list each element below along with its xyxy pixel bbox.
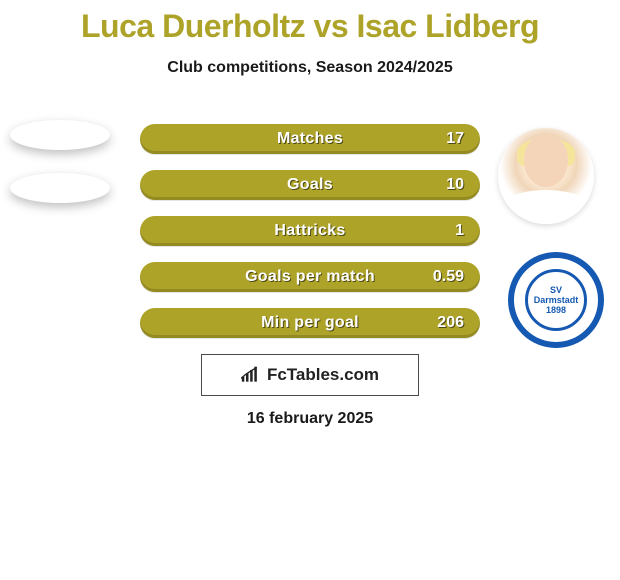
stat-label: Goals per match: [140, 268, 480, 286]
avatar-shirt: [498, 190, 594, 224]
page-title: Luca Duerholtz vs Isac Lidberg: [0, 8, 620, 45]
player-right-avatar: [498, 128, 594, 224]
stat-bar: Matches 17: [140, 124, 480, 154]
stat-label: Hattricks: [140, 222, 480, 240]
stat-value: 1: [455, 222, 464, 240]
stat-value: 17: [446, 130, 464, 148]
bar-chart-icon: [241, 366, 261, 384]
stat-value: 206: [437, 314, 464, 332]
stat-label: Min per goal: [140, 314, 480, 332]
player-left-avatar-placeholder-1: [10, 120, 110, 150]
stat-bar: Min per goal 206: [140, 308, 480, 338]
player-left-avatar-placeholder-2: [10, 173, 110, 203]
stat-bar: Goals 10: [140, 170, 480, 200]
footer-date: 16 february 2025: [0, 410, 620, 428]
club-badge-inner: SV Darmstadt 1898: [525, 269, 587, 331]
avatar-face: [524, 135, 568, 187]
page-subtitle: Club competitions, Season 2024/2025: [0, 59, 620, 77]
brand-text: FcTables.com: [267, 365, 379, 385]
stat-label: Matches: [140, 130, 480, 148]
brand-box: FcTables.com: [201, 354, 419, 396]
stats-bar-list: Matches 17 Goals 10 Hattricks 1 Goals pe…: [140, 124, 480, 354]
stat-bar: Goals per match 0.59: [140, 262, 480, 292]
club-badge: SV Darmstadt 1898: [508, 252, 604, 348]
stat-value: 10: [446, 176, 464, 194]
stat-label: Goals: [140, 176, 480, 194]
stat-value: 0.59: [433, 268, 464, 286]
stat-bar: Hattricks 1: [140, 216, 480, 246]
club-badge-text: SV Darmstadt 1898: [528, 285, 584, 315]
